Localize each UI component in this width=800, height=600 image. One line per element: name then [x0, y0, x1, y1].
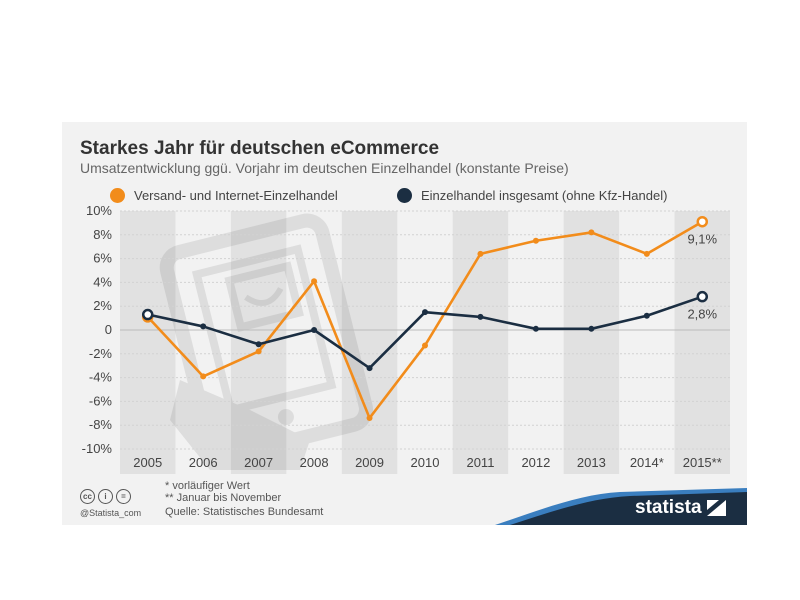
end-value-label: 2,8%: [687, 307, 717, 322]
data-point: [477, 250, 484, 257]
y-tick-label: 4%: [93, 274, 112, 289]
data-point: [366, 365, 373, 372]
data-point: [255, 341, 262, 348]
data-point: [532, 325, 539, 332]
data-point: [311, 278, 318, 285]
legend-label: Einzelhandel insgesamt (ohne Kfz-Handel): [421, 187, 668, 203]
phone-watermark-icon: [159, 213, 373, 470]
data-point: [588, 325, 595, 332]
brand-name: statista: [635, 497, 702, 518]
data-point: [422, 309, 428, 316]
data-point: [532, 237, 539, 244]
data-point: [200, 323, 207, 330]
y-tick-label: -10%: [82, 441, 113, 456]
y-tick-label: 2%: [93, 298, 112, 313]
cc-icon: cc: [80, 489, 95, 504]
data-point: [422, 342, 428, 349]
series-lines: [141, 215, 709, 422]
statista-mark-icon: [706, 500, 726, 516]
data-point: [477, 313, 484, 320]
legend-item-online: Versand- und Internet-Einzelhandel: [110, 186, 338, 204]
y-tick-label: -2%: [89, 346, 113, 361]
data-point: [696, 215, 709, 228]
x-tick-label: 2015**: [683, 455, 722, 470]
x-tick-label: 2010: [411, 455, 440, 470]
x-tick-label: 2006: [189, 455, 218, 470]
legend-item-total: Einzelhandel insgesamt (ohne Kfz-Handel): [397, 186, 667, 204]
column-band: [341, 211, 398, 474]
y-tick-label: -6%: [89, 393, 113, 408]
footnote-1: * vorläufiger Wert: [165, 480, 250, 492]
data-point: [588, 229, 595, 236]
x-tick-label: 2011: [466, 455, 494, 470]
data-point: [696, 290, 709, 303]
x-tick-label: 2009: [355, 455, 384, 470]
x-tick-label: 2008: [300, 455, 329, 470]
legend-swatch-navy: [397, 187, 412, 203]
column-band: [674, 211, 730, 474]
y-tick-label: 6%: [93, 251, 112, 266]
end-value-label: 9,1%: [687, 232, 717, 247]
license-icons: cc i =: [80, 489, 131, 504]
y-tick-label: 10%: [86, 203, 112, 218]
x-tick-label: 2005: [133, 455, 162, 470]
end-labels: 9,1% 2,8%: [687, 232, 717, 322]
legend-swatch-orange: [110, 187, 125, 203]
y-tick-label: -8%: [89, 417, 113, 432]
chart-title: Starkes Jahr für deutschen eCommerce: [80, 138, 440, 159]
statista-logo: statista: [635, 497, 726, 519]
legend-label: Versand- und Internet-Einzelhandel: [134, 187, 338, 203]
source-note: Quelle: Statistisches Bundesamt: [165, 506, 324, 518]
column-band: [120, 211, 176, 474]
data-point: [643, 250, 650, 257]
footer-bar: [510, 492, 747, 525]
data-point: [311, 327, 318, 333]
data-point: [255, 348, 262, 355]
copyright-handle: @Statista_com: [80, 508, 142, 518]
data-point: [366, 415, 373, 422]
no-derivatives-icon: =: [116, 489, 131, 504]
x-tick-label: 2007: [244, 455, 273, 470]
y-tick-label: 0: [105, 322, 112, 337]
y-tick-label: 8%: [93, 227, 112, 242]
x-tick-label: 2013: [577, 455, 606, 470]
data-point: [200, 373, 207, 380]
data-point: [141, 308, 154, 321]
x-tick-label: 2012: [521, 455, 550, 470]
column-bands: [120, 211, 730, 474]
attribution-icon: i: [98, 489, 113, 504]
x-axis: 2005 2006 2007 2008 2009 2010 2011 2012 2013 2014…: [133, 455, 722, 470]
chart-subtitle: Umsatzentwicklung ggü. Vorjahr im deutsc…: [80, 160, 569, 176]
footnote-2: ** Januar bis November: [165, 492, 282, 504]
footnotes: * vorläufiger Wert ** Januar bis Novembe…: [165, 480, 281, 504]
y-tick-label: -4%: [89, 370, 113, 385]
grid-lines: [120, 210, 730, 450]
x-tick-label: 2014*: [630, 455, 664, 470]
data-point: [643, 312, 650, 319]
y-axis: 10% 8% 6% 4% 2% 0 -2% -4% -6% -8% -10%: [82, 203, 113, 456]
column-band: [563, 211, 620, 474]
